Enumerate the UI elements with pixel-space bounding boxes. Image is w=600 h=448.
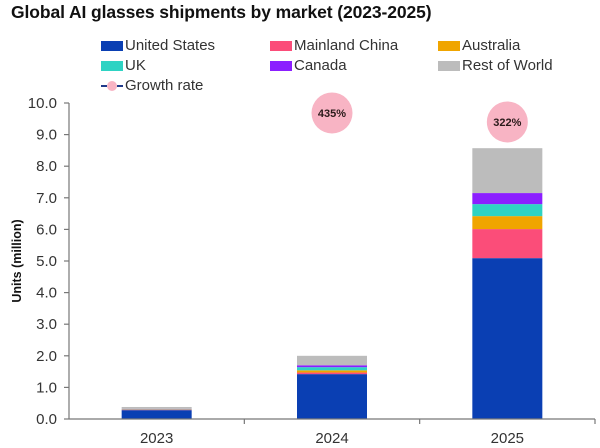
growth-rate-legend-icon (101, 80, 123, 92)
bar-segment-united-states-2023 (121, 410, 192, 419)
legend-item-uk[interactable]: UK (101, 57, 146, 74)
legend-item-australia[interactable]: Australia (438, 37, 520, 54)
x-tick-label: 2024 (315, 430, 348, 447)
y-tick-label: 9.0 (36, 127, 57, 144)
growth-rate-label-2024: 435% (318, 108, 346, 120)
growth-rate-marker-2025 (486, 101, 528, 143)
bar-segment-australia-2025 (472, 216, 543, 230)
growth-rate-marker-2024 (311, 92, 353, 134)
legend-swatch-rest-of-world (438, 60, 460, 71)
legend-swatch-uk (101, 60, 123, 71)
growth-layer: 435% 322% (311, 92, 528, 143)
legend-swatch-united-states (101, 40, 123, 51)
bar-segment-rest-of-world-2024 (297, 355, 367, 366)
legend-label: Canada (294, 57, 347, 74)
bar-segment-united-states-2025 (472, 258, 543, 419)
y-tick-label: 4.0 (36, 285, 57, 302)
legend-item-united-states[interactable]: United States (101, 37, 215, 54)
x-tick-label: 2023 (140, 430, 173, 447)
bar-segment-canada-2024 (297, 365, 367, 368)
legend-swatch-australia (438, 40, 460, 51)
bar-segment-uk-2025 (472, 204, 543, 217)
legend-swatch-canada (270, 60, 292, 71)
bar-segment-mainland-china-2024 (297, 372, 367, 375)
y-tick-label: 2.0 (36, 348, 57, 365)
legend-item-canada[interactable]: Canada (270, 57, 347, 74)
bar-segment-uk-2024 (297, 367, 367, 371)
legend-item-growth-rate[interactable]: Growth rate (101, 77, 203, 94)
chart-title: Global AI glasses shipments by market (2… (11, 2, 432, 22)
legend-label: Growth rate (125, 77, 204, 94)
y-tick-label: 5.0 (36, 253, 57, 270)
y-tick-label: 3.0 (36, 316, 57, 333)
bars-layer (121, 148, 543, 419)
legend-label: Mainland China (294, 37, 399, 54)
y-tick-label: 8.0 (36, 158, 57, 175)
bar-segment-mainland-china-2025 (472, 229, 543, 259)
bar-segment-rest-of-world-2023 (121, 406, 192, 409)
y-tick-label: 0.0 (36, 411, 57, 428)
legend-swatch-mainland-china (270, 40, 292, 51)
y-tick-label: 6.0 (36, 221, 57, 238)
y-tick-label: 7.0 (36, 190, 57, 207)
bar-segment-australia-2024 (297, 370, 367, 373)
axes-layer: 0.0 1.0 2.0 3.0 4.0 5.0 6.0 7.0 8.0 9.0 10.0 2023 20… (28, 95, 596, 447)
y-tick-label: 10.0 (28, 95, 57, 112)
x-tick-label: 2025 (491, 430, 524, 447)
growth-rate-label-2025: 322% (493, 117, 521, 129)
y-axis-label: Units (million) (10, 219, 24, 302)
legend-label: Rest of World (462, 57, 553, 74)
bar-segment-rest-of-world-2025 (472, 148, 543, 194)
bar-segment-united-states-2024 (297, 374, 367, 419)
y-tick-label: 1.0 (36, 379, 57, 396)
legend-item-mainland-china[interactable]: Mainland China (270, 37, 398, 54)
legend-label: UK (125, 57, 146, 74)
legend-item-rest-of-world[interactable]: Rest of World (438, 57, 553, 74)
legend-label: United States (125, 37, 216, 54)
legend-label: Australia (462, 37, 521, 54)
bar-segment-canada-2025 (472, 193, 543, 205)
